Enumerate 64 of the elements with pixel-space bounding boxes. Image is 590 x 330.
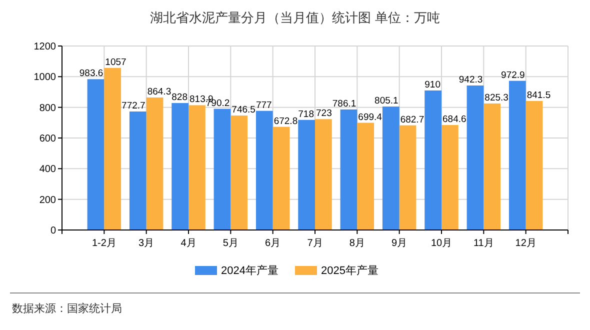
legend-label: 2024年产量: [221, 264, 278, 277]
x-tick-label: 6月: [265, 238, 281, 249]
bar: [230, 116, 248, 230]
source-note: 数据来源：国家统计局: [12, 302, 122, 315]
data-label: 682.7: [400, 114, 424, 126]
x-tick-label: 5月: [222, 238, 238, 249]
bar: [382, 106, 400, 230]
x-tick-label: 4月: [180, 238, 196, 249]
bar: [172, 103, 188, 230]
data-label: 942.3: [458, 74, 483, 86]
data-label: 777: [256, 100, 272, 111]
bar: [466, 86, 484, 230]
bar: [298, 120, 315, 230]
bar: [508, 80, 526, 230]
y-tick-label: 200: [39, 194, 56, 206]
bar: [484, 103, 501, 230]
x-tick-label: 1-2月: [92, 238, 116, 249]
bar: [87, 79, 104, 230]
y-tick-label: 400: [39, 164, 56, 176]
y-tick-label: 1000: [34, 72, 56, 84]
y-tick-label: 600: [39, 134, 56, 144]
bar: [214, 108, 231, 230]
bar: [424, 90, 442, 230]
data-label: 746.5: [232, 104, 256, 116]
bar: [399, 125, 416, 230]
bar: [146, 97, 164, 230]
y-tick-label: 800: [39, 102, 56, 114]
bar: [442, 125, 458, 230]
x-tick-label: 9月: [392, 238, 408, 249]
x-tick-label: 7月: [307, 238, 323, 249]
bar: [129, 112, 146, 230]
x-tick-label: 11月: [473, 238, 494, 249]
data-label: 786.1: [332, 98, 356, 110]
data-label: 864.3: [147, 86, 172, 98]
data-label: 825.3: [484, 92, 508, 104]
x-tick-label: 3月: [138, 238, 154, 249]
chart-title: 湖北省水泥产量分月（当月值）统计图 单位：万吨: [150, 10, 440, 25]
data-label: 983.6: [79, 68, 104, 80]
data-label: 772.7: [122, 100, 146, 112]
x-tick-label: 12月: [515, 238, 536, 249]
legend-label: 2025年产量: [321, 264, 378, 277]
x-tick-label: 10月: [430, 238, 452, 249]
data-label: 699.4: [358, 112, 382, 123]
bar: [256, 110, 273, 230]
data-label: 684.6: [442, 114, 466, 126]
x-tick-label: 8月: [349, 238, 365, 249]
bar: [315, 119, 332, 230]
bar: [340, 109, 358, 230]
data-label: 718: [298, 108, 314, 120]
data-label: 841.5: [526, 90, 551, 101]
bar: [272, 126, 290, 230]
data-label: 672.8: [274, 116, 298, 127]
data-label: 805.1: [374, 96, 398, 107]
bar: [188, 105, 206, 230]
data-label: 723: [316, 108, 332, 120]
y-tick-label: 1200: [34, 42, 56, 52]
bar: [357, 122, 374, 230]
data-label: 1057: [105, 56, 126, 68]
data-label: 972.9: [501, 70, 525, 81]
bar: [104, 68, 122, 230]
bar: [526, 100, 543, 230]
y-tick-label: 0: [50, 226, 56, 236]
data-label: 910: [424, 79, 440, 90]
data-label: 828: [172, 92, 188, 104]
